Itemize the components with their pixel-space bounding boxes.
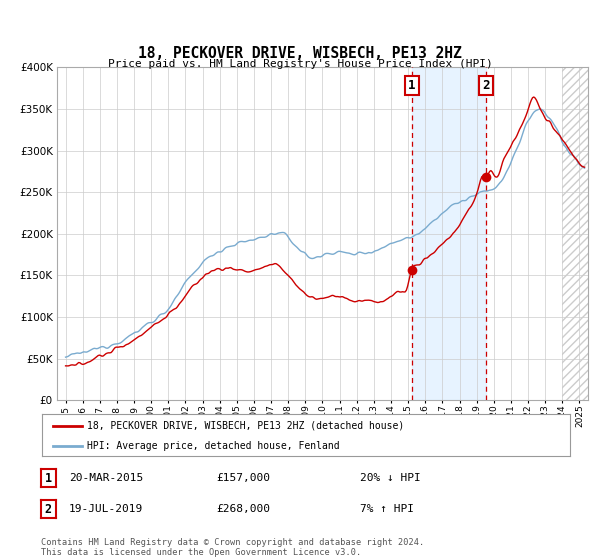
Text: 2: 2: [482, 79, 490, 92]
Text: £157,000: £157,000: [216, 473, 270, 483]
Text: £268,000: £268,000: [216, 504, 270, 514]
Bar: [412, 67, 486, 400]
Text: 18, PECKOVER DRIVE, WISBECH, PE13 2HZ (detached house): 18, PECKOVER DRIVE, WISBECH, PE13 2HZ (d…: [87, 421, 404, 431]
Text: 20-MAR-2015: 20-MAR-2015: [69, 473, 143, 483]
Text: 20% ↓ HPI: 20% ↓ HPI: [360, 473, 421, 483]
Text: 1: 1: [408, 79, 415, 92]
Text: 19-JUL-2019: 19-JUL-2019: [69, 504, 143, 514]
Text: 7% ↑ HPI: 7% ↑ HPI: [360, 504, 414, 514]
Text: 18, PECKOVER DRIVE, WISBECH, PE13 2HZ: 18, PECKOVER DRIVE, WISBECH, PE13 2HZ: [138, 46, 462, 60]
Text: 2: 2: [45, 502, 52, 516]
Text: HPI: Average price, detached house, Fenland: HPI: Average price, detached house, Fenl…: [87, 441, 340, 451]
Bar: [562, 67, 596, 400]
Bar: [562, 67, 596, 400]
Text: 1: 1: [45, 472, 52, 485]
Text: Contains HM Land Registry data © Crown copyright and database right 2024.
This d: Contains HM Land Registry data © Crown c…: [41, 538, 424, 557]
Text: Price paid vs. HM Land Registry's House Price Index (HPI): Price paid vs. HM Land Registry's House …: [107, 59, 493, 69]
